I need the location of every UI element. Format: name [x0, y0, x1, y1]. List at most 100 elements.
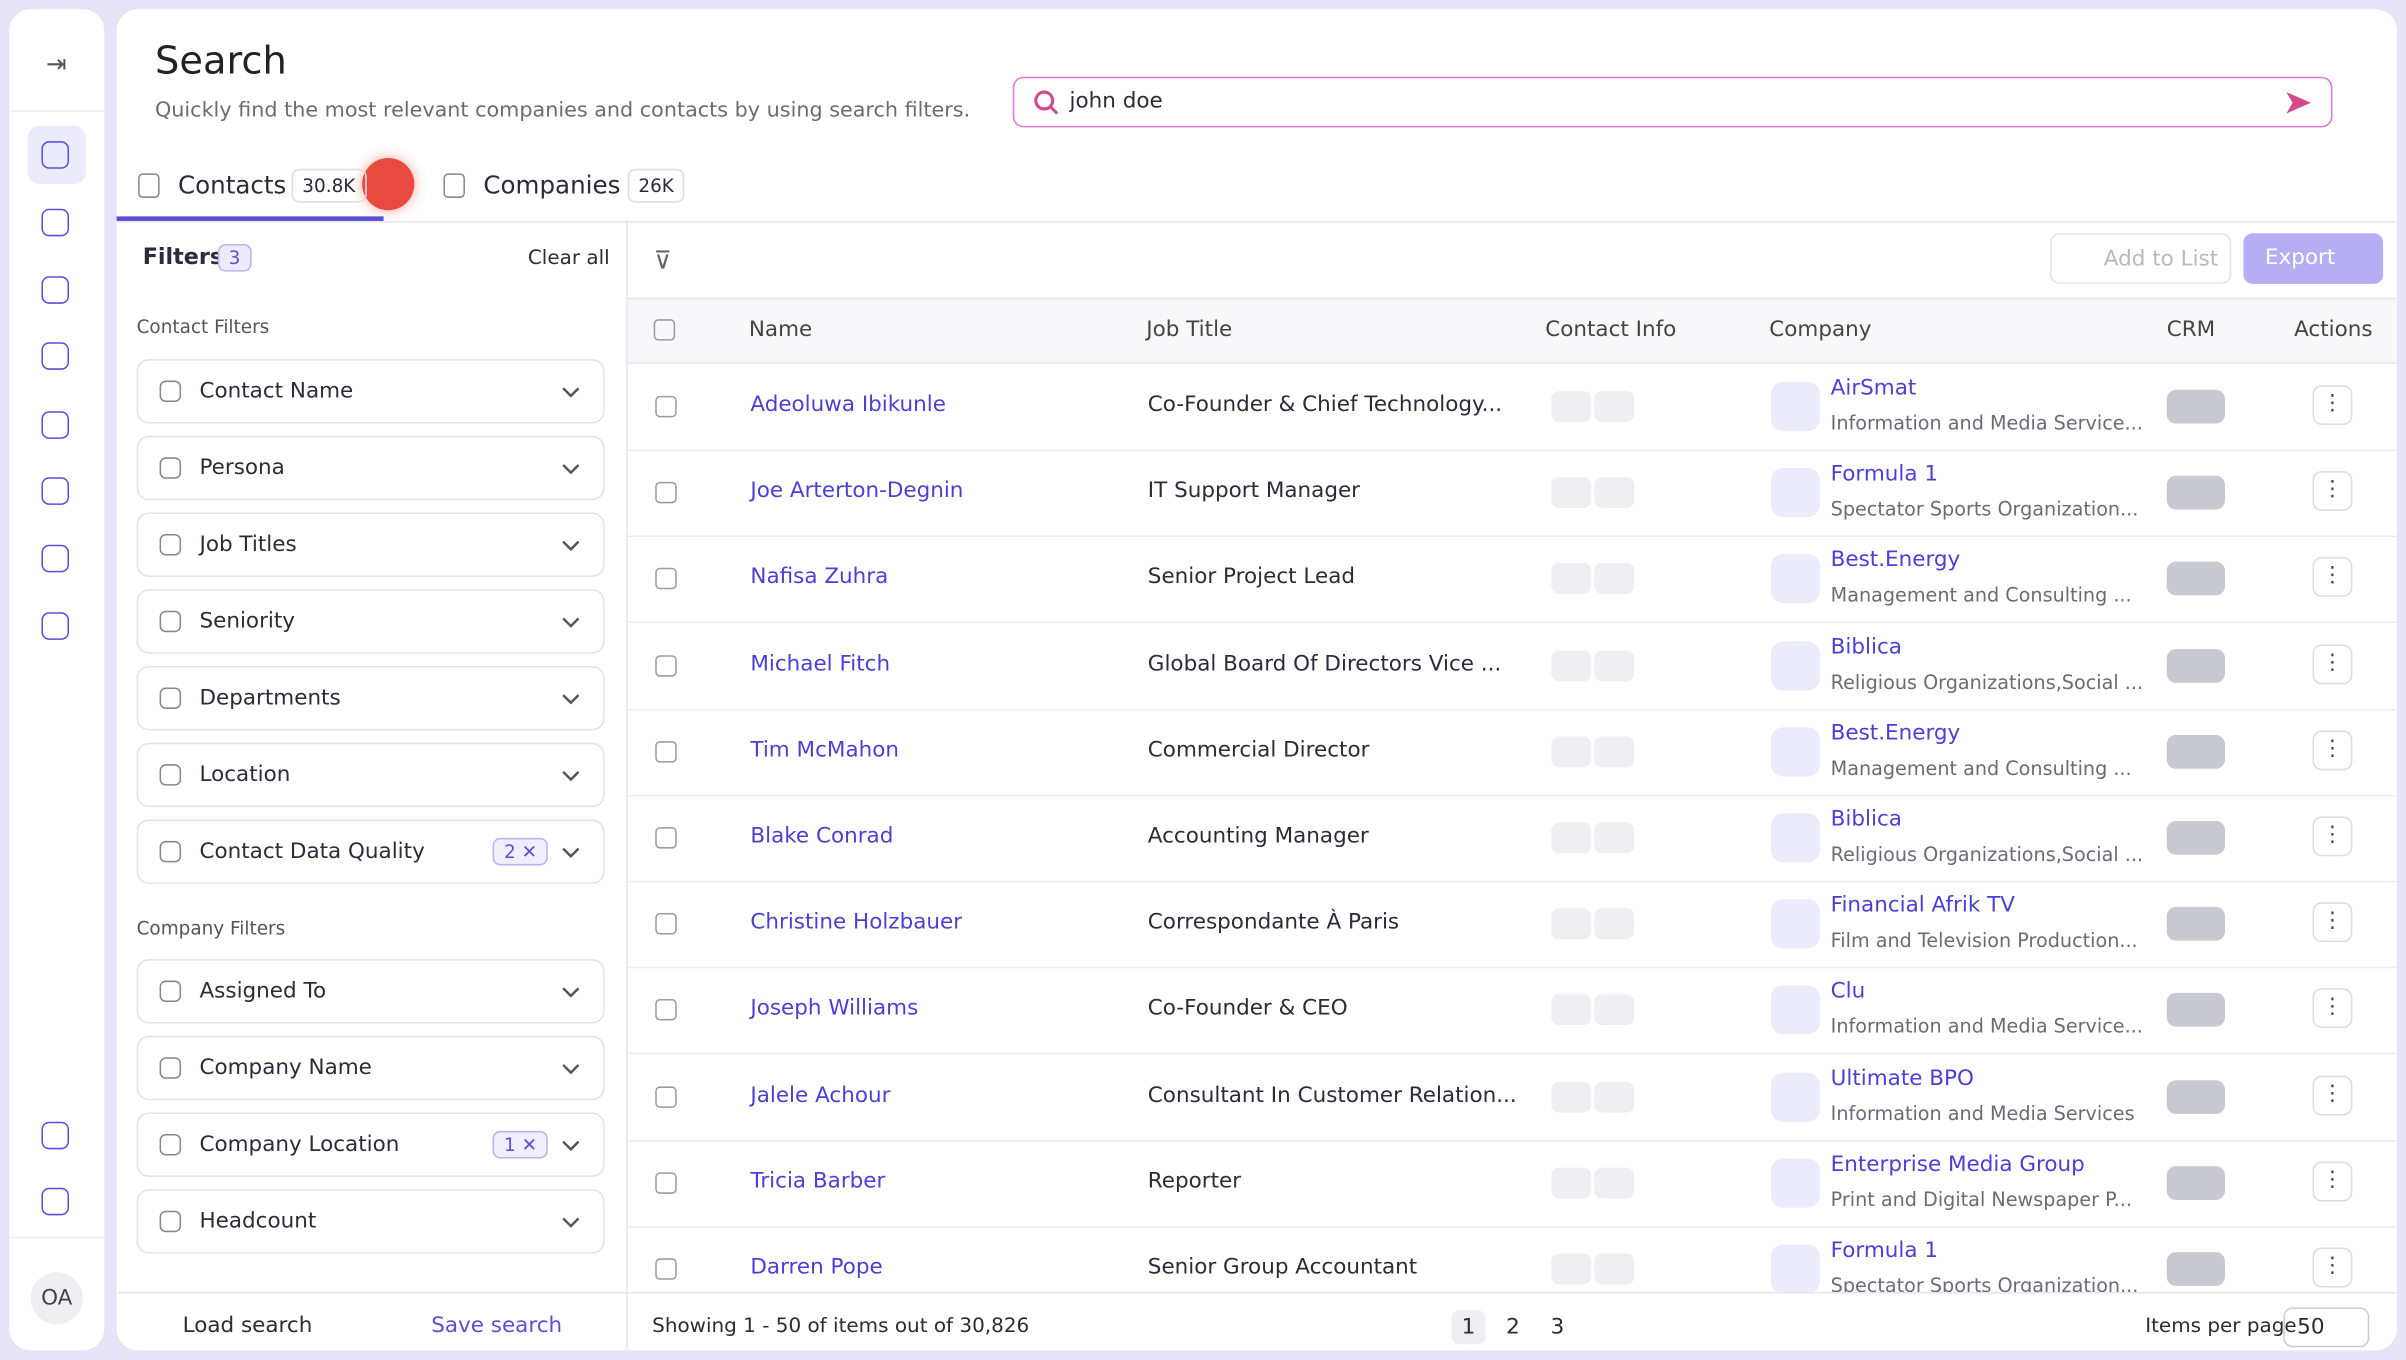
contact-name[interactable]: Blake Conrad	[750, 824, 894, 849]
search-box[interactable]: john doe	[1012, 76, 2333, 128]
phone-button[interactable]	[1551, 1081, 1592, 1112]
phone-button[interactable]	[1551, 391, 1592, 422]
row-checkbox[interactable]	[655, 1085, 677, 1108]
company-name[interactable]: Formula 1	[1830, 1238, 1939, 1263]
contact-name[interactable]: Joseph Williams	[750, 996, 919, 1022]
company-name[interactable]: AirSmat	[1830, 375, 1917, 401]
contact-name[interactable]: Darren Pope	[750, 1255, 883, 1280]
email-button[interactable]	[1594, 563, 1635, 595]
crm-button[interactable]	[2166, 1252, 2226, 1286]
contact-name[interactable]: Michael Fitch	[750, 651, 891, 677]
actions-button[interactable]: ⋮	[2312, 1247, 2353, 1288]
row-checkbox[interactable]	[655, 827, 677, 849]
crm-button[interactable]	[2166, 734, 2226, 769]
actions-button[interactable]: ⋮	[2312, 816, 2353, 857]
phone-button[interactable]	[1551, 650, 1592, 681]
phone-button[interactable]	[1551, 908, 1592, 940]
company-name[interactable]: Best.Energy	[1830, 720, 1961, 746]
actions-button[interactable]: ⋮	[2312, 902, 2353, 943]
email-button[interactable]	[1594, 1081, 1635, 1112]
crm-button[interactable]	[2166, 648, 2226, 683]
nav-icon[interactable]	[41, 141, 70, 169]
email-button[interactable]	[1594, 391, 1635, 422]
phone-button[interactable]	[1551, 563, 1592, 595]
filter-box[interactable]: Headcount	[136, 1189, 605, 1254]
contact-name[interactable]: Joe Arterton-Degnin	[750, 479, 964, 504]
filter-box[interactable]: Departments	[136, 665, 605, 731]
phone-button[interactable]	[1551, 822, 1592, 854]
filter-box[interactable]: Contact Data Quality 2 ✕	[136, 819, 605, 884]
email-button[interactable]	[1594, 650, 1635, 681]
crm-button[interactable]	[2166, 993, 2226, 1028]
row-checkbox[interactable]	[655, 999, 677, 1022]
company-name[interactable]: Enterprise Media Group	[1830, 1152, 2085, 1177]
page-button[interactable]: 1	[1451, 1310, 1486, 1345]
tab-label[interactable]: Contacts	[178, 170, 287, 200]
expand-icon[interactable]: ⇥	[46, 49, 67, 79]
email-button[interactable]	[1594, 477, 1635, 509]
contact-name[interactable]: Tricia Barber	[750, 1168, 886, 1194]
phone-button[interactable]	[1551, 1167, 1592, 1199]
phone-button[interactable]	[1551, 477, 1592, 509]
tab-label[interactable]: Companies	[483, 170, 621, 200]
actions-button[interactable]: ⋮	[2312, 471, 2353, 512]
row-checkbox[interactable]	[655, 482, 677, 504]
row-checkbox[interactable]	[655, 913, 677, 935]
phone-button[interactable]	[1551, 994, 1592, 1026]
row-checkbox[interactable]	[655, 654, 677, 677]
actions-button[interactable]: ⋮	[2312, 557, 2353, 598]
company-name[interactable]: Ultimate BPO	[1830, 1065, 1974, 1091]
nav-icon[interactable]	[41, 544, 70, 573]
search-query[interactable]: john doe	[1069, 89, 1163, 114]
contact-name[interactable]: Adeoluwa Ibikunle	[750, 392, 946, 418]
phone-button[interactable]	[1551, 1253, 1592, 1285]
filter-box[interactable]: Persona	[136, 435, 605, 501]
crm-button[interactable]	[2166, 1079, 2226, 1114]
row-checkbox[interactable]	[655, 568, 677, 590]
email-button[interactable]	[1594, 1167, 1635, 1199]
load-search[interactable]: Load search	[182, 1313, 313, 1339]
nav-icon[interactable]	[41, 342, 70, 370]
crm-button[interactable]	[2166, 1165, 2226, 1200]
nav-icon[interactable]	[41, 612, 70, 640]
email-button[interactable]	[1594, 822, 1635, 854]
contact-name[interactable]: Christine Holzbauer	[750, 910, 963, 935]
filter-box[interactable]: Company Location 1 ✕	[136, 1112, 605, 1177]
company-name[interactable]: Clu	[1830, 979, 1866, 1005]
company-name[interactable]: Financial Afrik TV	[1830, 893, 2015, 918]
row-checkbox[interactable]	[655, 395, 677, 418]
email-button[interactable]	[1594, 908, 1635, 940]
page-button[interactable]: 3	[1550, 1315, 1565, 1340]
filter-box[interactable]: Location	[136, 742, 605, 808]
save-search[interactable]: Save search	[431, 1313, 563, 1339]
actions-button[interactable]: ⋮	[2312, 1075, 2353, 1115]
filter-box[interactable]: Company Name	[136, 1035, 605, 1101]
nav-icon[interactable]	[41, 276, 70, 304]
send-icon[interactable]	[2285, 91, 2313, 116]
filter-box[interactable]: Assigned To	[136, 959, 605, 1024]
actions-button[interactable]: ⋮	[2312, 1161, 2353, 1202]
company-name[interactable]: Biblica	[1830, 634, 1902, 660]
crm-button[interactable]	[2166, 475, 2226, 510]
per-page-select[interactable]: 50	[2283, 1307, 2370, 1348]
nav-icon[interactable]	[41, 411, 70, 439]
crm-button[interactable]	[2166, 562, 2226, 596]
nav-icon[interactable]	[41, 1187, 70, 1216]
email-button[interactable]	[1594, 1253, 1635, 1285]
filter-box[interactable]: Seniority	[136, 589, 605, 654]
actions-button[interactable]: ⋮	[2312, 643, 2353, 684]
contact-name[interactable]: Jalele Achour	[750, 1082, 891, 1108]
active-nav[interactable]	[27, 125, 86, 185]
email-button[interactable]	[1594, 736, 1635, 767]
crm-button[interactable]	[2166, 389, 2226, 424]
row-checkbox[interactable]	[655, 740, 677, 763]
contact-name[interactable]: Nafisa Zuhra	[750, 565, 889, 590]
clear-all[interactable]: Clear all	[527, 247, 610, 271]
actions-button[interactable]: ⋮	[2312, 988, 2353, 1029]
selected-count[interactable]: 2 ✕	[493, 837, 548, 866]
contact-name[interactable]: Tim McMahon	[750, 737, 900, 763]
nav-icon[interactable]	[41, 208, 70, 237]
company-name[interactable]: Formula 1	[1830, 462, 1939, 487]
add-to-list[interactable]: Add to List	[2050, 233, 2232, 284]
actions-button[interactable]: ⋮	[2312, 730, 2353, 771]
